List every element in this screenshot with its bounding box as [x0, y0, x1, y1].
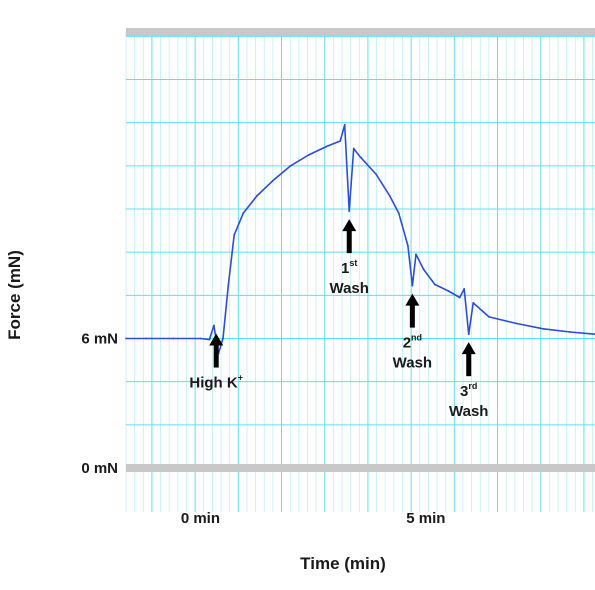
- zero-baseline-bar: [126, 464, 595, 472]
- trace-point: [213, 324, 215, 327]
- x-tick-label: 5 min: [406, 510, 445, 527]
- trace-point: [339, 140, 342, 142]
- trace-point: [145, 337, 148, 340]
- trace-point: [406, 244, 409, 247]
- annotation-arrow-head: [405, 293, 420, 306]
- trace-point: [488, 316, 490, 318]
- annotation-arrow-head: [461, 342, 476, 355]
- trace-point: [569, 331, 572, 333]
- trace-point: [515, 322, 517, 325]
- y-tick-label: 6 mN: [81, 330, 118, 347]
- annotation-label-line2: Wash: [393, 355, 432, 372]
- trace-point: [463, 287, 466, 290]
- trace-point: [227, 283, 230, 286]
- trace-point: [199, 337, 202, 340]
- trace-point: [325, 145, 328, 148]
- trace-point: [467, 333, 470, 336]
- trace-point: [434, 283, 436, 286]
- trace-point: [352, 147, 355, 150]
- annotation-label-line2: Wash: [449, 403, 488, 420]
- grid: [125, 32, 595, 512]
- trace-point: [542, 327, 545, 330]
- trace-point: [172, 337, 175, 340]
- annotation-label: 3rd: [460, 381, 477, 400]
- x-tick-label: 0 min: [181, 510, 220, 527]
- annotation-label: High K+: [189, 373, 243, 392]
- force-trace-line: [126, 124, 595, 355]
- trace-point: [348, 210, 351, 213]
- trace-point: [422, 268, 425, 271]
- annotation-arrow-head: [209, 333, 224, 346]
- trace-point: [447, 290, 450, 292]
- trace-point: [242, 212, 245, 215]
- annotation-label: 1st: [341, 258, 357, 277]
- trace-point: [208, 338, 211, 341]
- annotation-label-line2: Wash: [329, 280, 368, 297]
- top-frame-bar: [126, 28, 595, 36]
- trace-point: [415, 253, 417, 256]
- y-axis-title: Force (mN): [5, 250, 24, 340]
- annotation-label: 2nd: [403, 333, 422, 352]
- trace-point: [222, 337, 224, 340]
- annotation-arrow-head: [342, 219, 357, 232]
- trace-point: [233, 233, 236, 236]
- trace-point: [388, 195, 391, 197]
- trace-point: [472, 301, 475, 304]
- baseline-bars: [126, 28, 595, 472]
- x-axis-title: Time (min): [300, 554, 386, 573]
- trace-point: [458, 296, 461, 299]
- trace-point: [125, 337, 127, 340]
- trace-point: [307, 154, 310, 156]
- tick-labels: 0 mN 6 mN 0 min 5 min: [81, 330, 445, 527]
- trace-point: [359, 156, 362, 159]
- annotations: High K+ 1st Wash 2nd Wash 3rd Wash: [189, 219, 488, 420]
- trace-point: [397, 212, 400, 215]
- trace: [125, 123, 595, 355]
- trace-point: [289, 164, 292, 167]
- y-tick-label: 0 mN: [81, 460, 118, 477]
- trace-point: [271, 180, 274, 182]
- trace-point: [255, 195, 258, 197]
- trace-point: [343, 123, 346, 126]
- trace-point: [411, 284, 414, 287]
- trace-point: [375, 173, 378, 176]
